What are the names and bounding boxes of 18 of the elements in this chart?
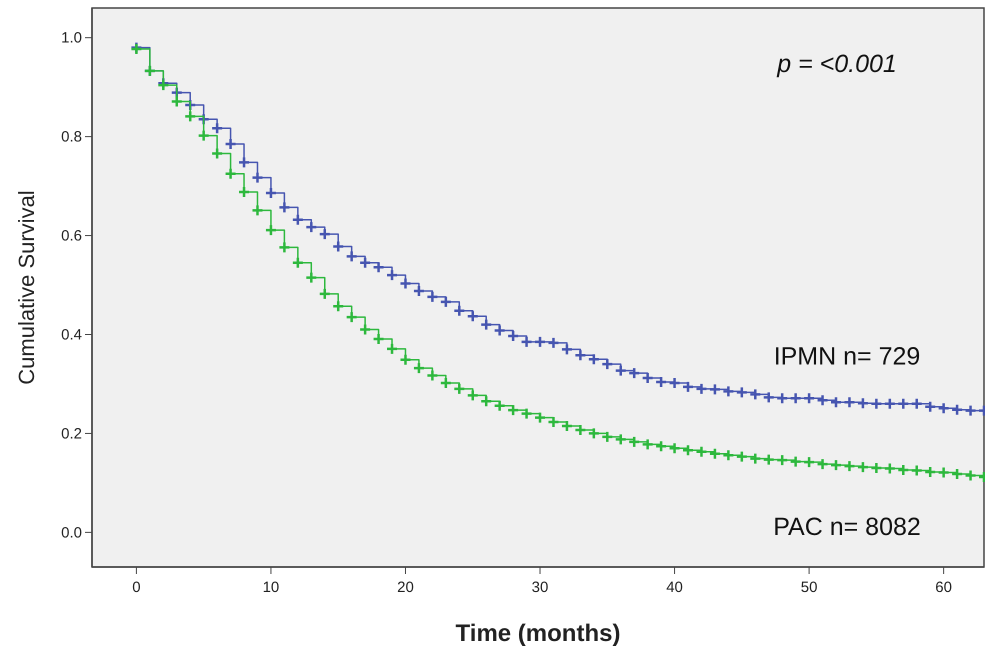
x-tick-label: 40 (666, 579, 683, 596)
x-tick-label: 10 (262, 579, 280, 596)
y-tick-label: 0.4 (61, 326, 82, 344)
x-tick-label: 20 (397, 579, 414, 596)
x-tick-label: 0 (132, 579, 141, 596)
y-tick-label: 0.0 (61, 524, 82, 542)
y-tick-label: 1.0 (61, 30, 82, 47)
x-tick-label: 50 (800, 579, 818, 596)
series-label: PAC n= 8082 (773, 512, 921, 541)
series-label: IPMN n= 729 (774, 342, 920, 371)
x-tick-label: 60 (935, 579, 952, 596)
x-axis-title: Time (months) (456, 620, 620, 647)
annotation: p = <0.001 (776, 50, 897, 78)
y-tick-label: 0.6 (61, 228, 82, 245)
y-axis-title: Cumulative Survival (14, 190, 39, 385)
y-tick-label: 0.2 (61, 425, 82, 442)
y-tick-label: 0.8 (61, 128, 82, 146)
x-tick-label: 30 (532, 579, 548, 596)
